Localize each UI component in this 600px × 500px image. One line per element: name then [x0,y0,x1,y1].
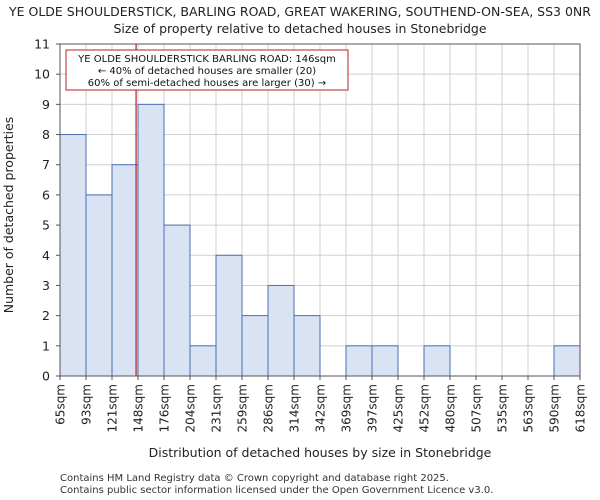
x-tick-label: 259sqm [236,384,250,432]
y-tick-label: 11 [34,37,50,52]
x-tick-label: 314sqm [288,384,302,432]
x-tick-label: 535sqm [496,384,510,432]
bar-148sqm [137,103,165,377]
x-tick-label: 563sqm [522,384,536,432]
x-axis-label: Distribution of detached houses by size … [149,445,492,460]
y-tick-label: 1 [42,338,50,353]
x-tick-label: 397sqm [366,384,380,432]
x-tick-label: 148sqm [132,384,146,432]
y-tick-label: 2 [42,308,50,323]
y-tick-label: 10 [34,67,50,82]
annotation-box [65,49,349,91]
y-axis-label: Number of detached properties [1,117,16,314]
x-tick-label: 121sqm [106,384,120,432]
chart-title: YE OLDE SHOULDERSTICK, BARLING ROAD, GRE… [9,4,591,19]
x-tick-label: 286sqm [262,384,276,432]
bar-65sqm [59,134,87,377]
axes [56,43,581,380]
bar-452sqm [423,345,451,377]
x-tick-label: 425sqm [392,384,406,432]
y-tick-label: 9 [42,97,50,112]
x-tick-label: 204sqm [184,384,198,432]
x-tick-label: 618sqm [574,384,588,432]
annotation: YE OLDE SHOULDERSTICK BARLING ROAD: 146s… [65,49,349,91]
bar-369sqm [345,345,373,377]
x-tick-label: 480sqm [444,384,458,432]
bar-93sqm [85,194,113,377]
bar-204sqm [189,345,217,377]
footer-copyright: Contains HM Land Registry data © Crown c… [60,473,449,484]
x-tick-label: 507sqm [470,384,484,432]
bar-259sqm [241,315,269,377]
annotation-line: YE OLDE SHOULDERSTICK BARLING ROAD: 146s… [77,54,336,65]
y-tick-label: 6 [42,187,50,202]
y-tick-label: 7 [42,157,50,172]
bar-590sqm [553,345,581,377]
annotation-line: 60% of semi-detached houses are larger (… [88,78,326,89]
x-tick-label: 452sqm [418,384,432,432]
y-tick-label: 8 [42,127,50,142]
x-tick-label: 369sqm [340,384,354,432]
bars [59,103,581,377]
x-tick-label: 93sqm [80,384,94,425]
annotation-line: ← 40% of detached houses are smaller (20… [98,66,316,77]
tick-labels: 0 1 2 3 4 5 6 7 8 9 10 11 65sqm 93sqm 121sqm 148sqm 176s… [34,37,587,433]
y-tick-label: 4 [42,248,50,263]
x-tick-label: 590sqm [548,384,562,432]
footer-licence: Contains public sector information licen… [60,485,494,496]
y-tick-label: 5 [42,218,50,233]
bar-176sqm [163,224,191,377]
y-tick-label: 0 [42,369,50,384]
bar-314sqm [293,315,321,377]
bar-286sqm [267,284,295,377]
bar-121sqm [111,164,139,377]
bar-chart: 0 1 2 3 4 5 6 7 8 9 10 11 65sqm 93sqm 121sqm 148sqm 176s… [1,37,588,461]
x-tick-label: 342sqm [314,384,328,432]
y-tick-label: 3 [42,278,50,293]
x-tick-label: 231sqm [210,384,224,432]
x-tick-label: 65sqm [54,384,68,425]
bar-397sqm [371,345,399,377]
bar-231sqm [215,254,243,377]
chart-subtitle: Size of property relative to detached ho… [113,21,487,36]
x-tick-label: 176sqm [158,384,172,432]
